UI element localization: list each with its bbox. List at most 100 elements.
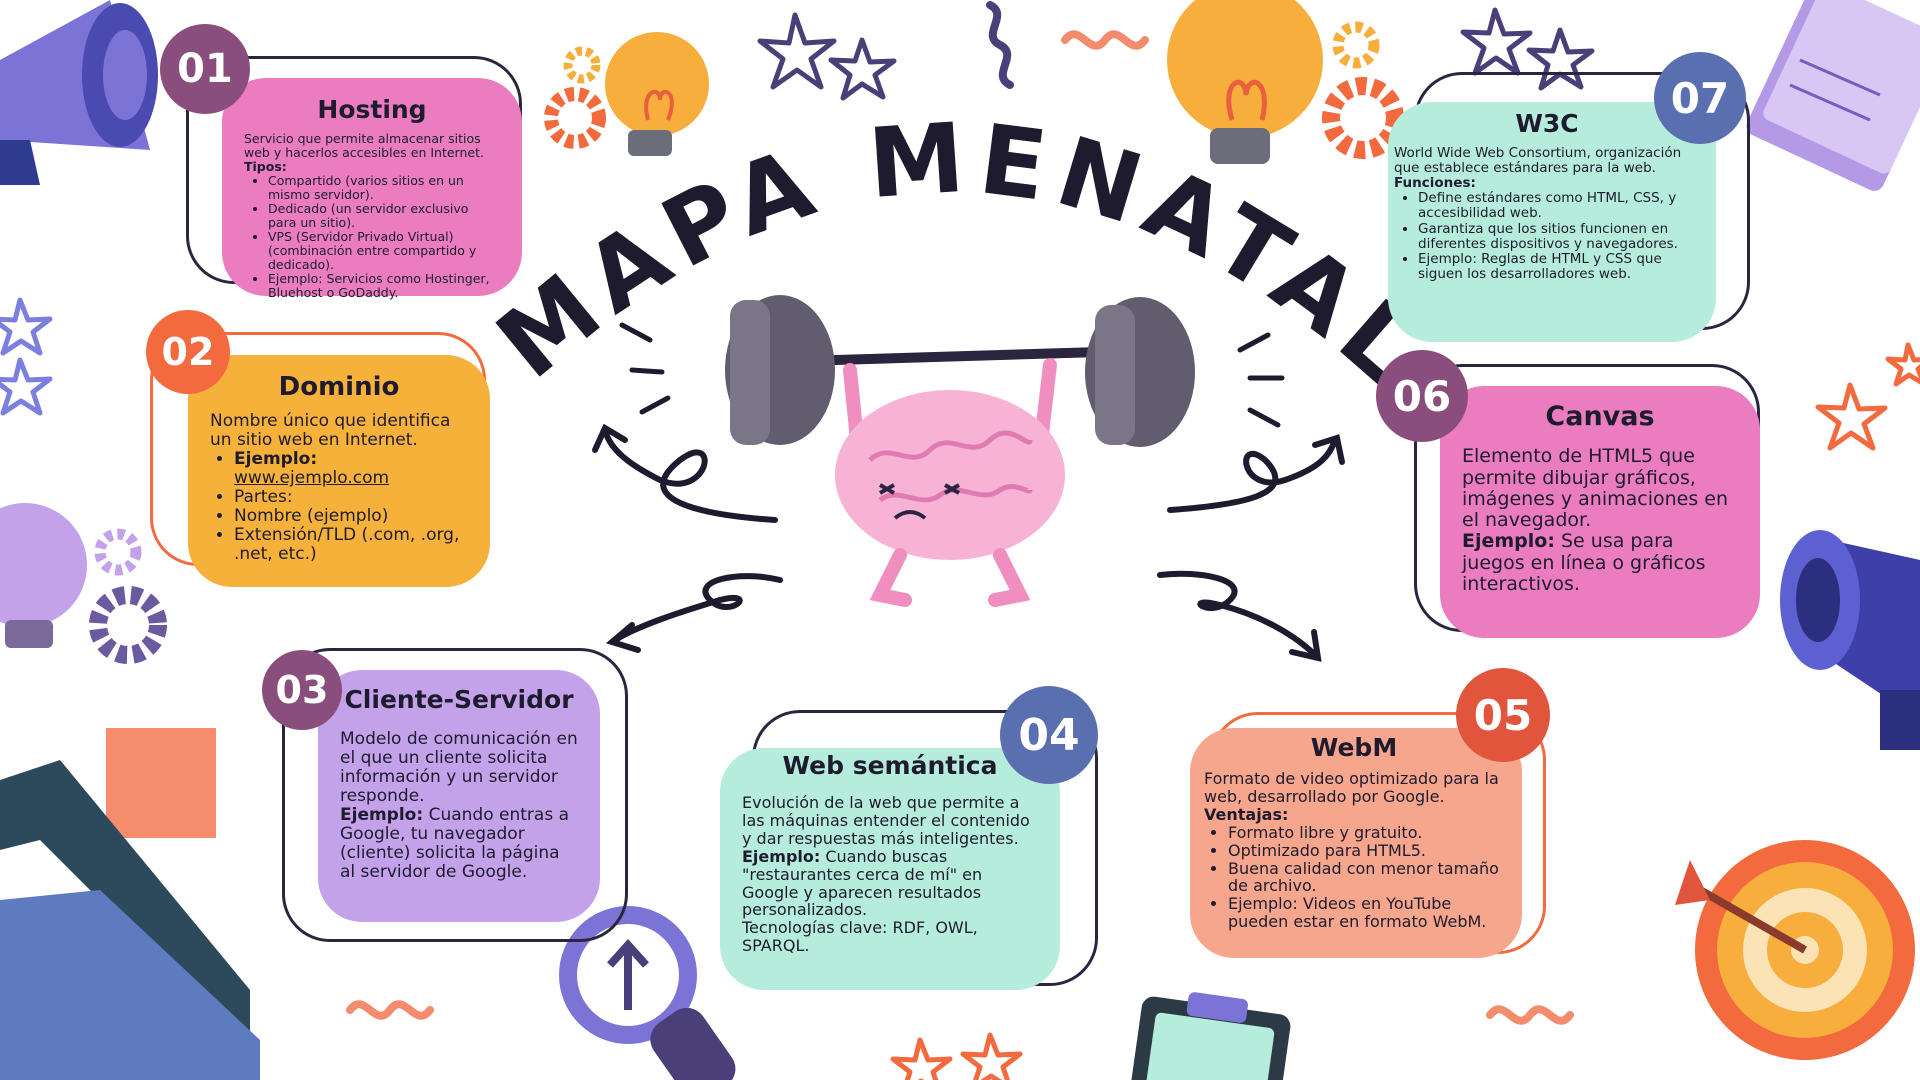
notebook-icon — [1746, 0, 1920, 191]
card-intro: Elemento de HTML5 que permite dibujar gr… — [1462, 445, 1728, 532]
card-title: Web semántica — [782, 751, 998, 780]
list-item: Ejemplo: www.ejemplo.com — [234, 450, 468, 488]
star-icon — [960, 1032, 1023, 1080]
list-item: Dedicado (un servidor exclusivo para un … — [268, 202, 500, 230]
star-icon — [0, 297, 53, 356]
star-icon — [890, 1037, 953, 1080]
card-canvas: Canvas Elemento de HTML5 que permite dib… — [1440, 386, 1760, 638]
star-icon — [1460, 7, 1533, 76]
star-icon — [828, 37, 897, 101]
number-badge: 05 — [1456, 668, 1550, 762]
card-example-label: Ejemplo: — [742, 846, 821, 866]
list-item: Compartido (varios sitios en un mismo se… — [268, 174, 500, 202]
card-title: Cliente-Servidor — [344, 685, 574, 714]
lightbulb-icon — [605, 32, 709, 156]
list-item: VPS (Servidor Privado Virtual) (combinac… — [268, 230, 500, 272]
list-item: Ejemplo: Servicios como Hostinger, Blueh… — [268, 272, 500, 300]
lightbulb-icon — [0, 503, 87, 648]
card-title: Canvas — [1545, 401, 1655, 432]
salmon-square — [106, 728, 216, 838]
arrow-head-icon — [605, 622, 641, 653]
list-item: Optimizado para HTML5. — [1228, 841, 1504, 860]
card-intro: Evolución de la web que permite a las má… — [742, 793, 1030, 848]
clipboard-icon — [1128, 992, 1291, 1080]
card-list: Ejemplo: www.ejemplo.com Partes: Nombre … — [210, 450, 468, 564]
gear-icon — [1322, 21, 1404, 159]
list-item: Partes: — [234, 488, 468, 507]
card-title: Hosting — [317, 95, 427, 124]
card-list: Define estándares como HTML, CSS, y acce… — [1394, 191, 1700, 282]
star-icon — [1815, 382, 1888, 451]
svg-text:MAPA MENATAL: MAPA MENATAL — [476, 101, 1445, 410]
curly-arrow-icon — [612, 573, 783, 643]
star-icon — [0, 357, 53, 416]
card-example-text: Cuando buscas "restaurantes cerca de mí"… — [742, 846, 983, 920]
arrow-head-icon — [1289, 629, 1322, 662]
card-example-label: Ejemplo: — [340, 805, 424, 826]
card-title: W3C — [1515, 109, 1579, 138]
curly-arrow-icon — [602, 427, 778, 523]
card-title: Dominio — [278, 372, 400, 402]
card-example-text: Cuando entras a Google, tu navegador (cl… — [340, 805, 569, 883]
number-badge: 06 — [1376, 350, 1468, 442]
card-key-label: Funciones: — [1394, 175, 1476, 192]
card-hosting: Hosting Servicio que permite almacenar s… — [222, 78, 522, 300]
card-intro: Modelo de comunicación en el que un clie… — [340, 729, 578, 807]
squiggle-icon — [346, 1000, 434, 1020]
number-badge: 02 — [146, 310, 230, 394]
list-item: Ejemplo: Videos en YouTube pueden estar … — [1228, 895, 1504, 931]
card-web-semantica: Web semántica Evolución de la web que pe… — [720, 748, 1060, 990]
lightbulb-icon — [1167, 0, 1323, 164]
card-example: Ejemplo: Se usa para juegos en línea o g… — [1462, 531, 1738, 595]
squiggle-icon — [986, 1, 1014, 89]
megaphone-icon — [1780, 530, 1920, 750]
arrow-head-icon — [592, 423, 628, 453]
number-badge: 03 — [262, 650, 342, 730]
card-intro: Servicio que permite almacenar sitios we… — [244, 131, 484, 160]
card-intro: Nombre único que identifica un sitio web… — [210, 411, 451, 451]
list-item: Nombre (ejemplo) — [234, 507, 468, 526]
card-intro: World Wide Web Consortium, organización … — [1394, 145, 1682, 177]
gear-icon — [89, 528, 167, 664]
card-list: Compartido (varios sitios en un mismo se… — [244, 174, 500, 300]
card-extra: Tecnologías clave: RDF, OWL, SPARQL. — [742, 918, 978, 956]
number-badge: 07 — [1654, 52, 1746, 144]
card-w3c: W3C World Wide Web Consortium, organizac… — [1388, 102, 1716, 342]
star-icon — [757, 12, 837, 90]
card-list: Formato libre y gratuito. Optimizado par… — [1204, 823, 1504, 931]
card-title: WebM — [1310, 733, 1398, 762]
arrow-head-icon — [1312, 434, 1345, 465]
list-item: Define estándares como HTML, CSS, y acce… — [1418, 191, 1700, 221]
card-example-text: Se usa para juegos en línea o gráficos i… — [1462, 530, 1706, 595]
list-item: Buena calidad con menor tamaño de archiv… — [1228, 859, 1504, 896]
card-webm: WebM Formato de video optimizado para la… — [1190, 728, 1522, 958]
squiggle-icon — [1486, 1005, 1574, 1025]
card-intro: Formato de video optimizado para la web,… — [1204, 769, 1499, 806]
list-item: Garantiza que los sitios funcionen en di… — [1418, 221, 1700, 252]
card-key-label: Tipos: — [244, 159, 287, 174]
folder-icon — [0, 760, 260, 1080]
target-icon — [1675, 840, 1915, 1060]
curly-arrow-icon — [1157, 570, 1318, 658]
magnifier-icon — [559, 906, 736, 1080]
example-link: www.ejemplo.com — [234, 468, 390, 489]
card-example: Ejemplo: Cuando buscas "restaurantes cer… — [742, 846, 1038, 920]
card-cliente-servidor: Cliente-Servidor Modelo de comunicación … — [318, 670, 600, 922]
card-outline — [282, 648, 628, 942]
number-badge: 01 — [160, 24, 250, 114]
card-example-label: Ejemplo: — [1462, 530, 1555, 553]
curly-arrow-icon — [1167, 437, 1338, 513]
list-item: Extensión/TLD (.com, .org, .net, etc.) — [234, 526, 468, 564]
number-badge: 04 — [1000, 686, 1098, 784]
megaphone-icon — [0, 0, 158, 185]
page-title: MAPA MENATAL — [476, 101, 1435, 410]
star-icon — [1885, 342, 1920, 387]
brain-weightlifter-icon — [725, 295, 1195, 607]
card-dominio: Dominio Nombre único que identifica un s… — [188, 355, 490, 587]
list-item: Ejemplo: Reglas de HTML y CSS que siguen… — [1418, 251, 1700, 282]
card-key-label: Ventajas: — [1204, 804, 1289, 824]
card-example: Ejemplo: Cuando entras a Google, tu nave… — [340, 806, 578, 882]
squiggle-icon — [1061, 30, 1149, 50]
